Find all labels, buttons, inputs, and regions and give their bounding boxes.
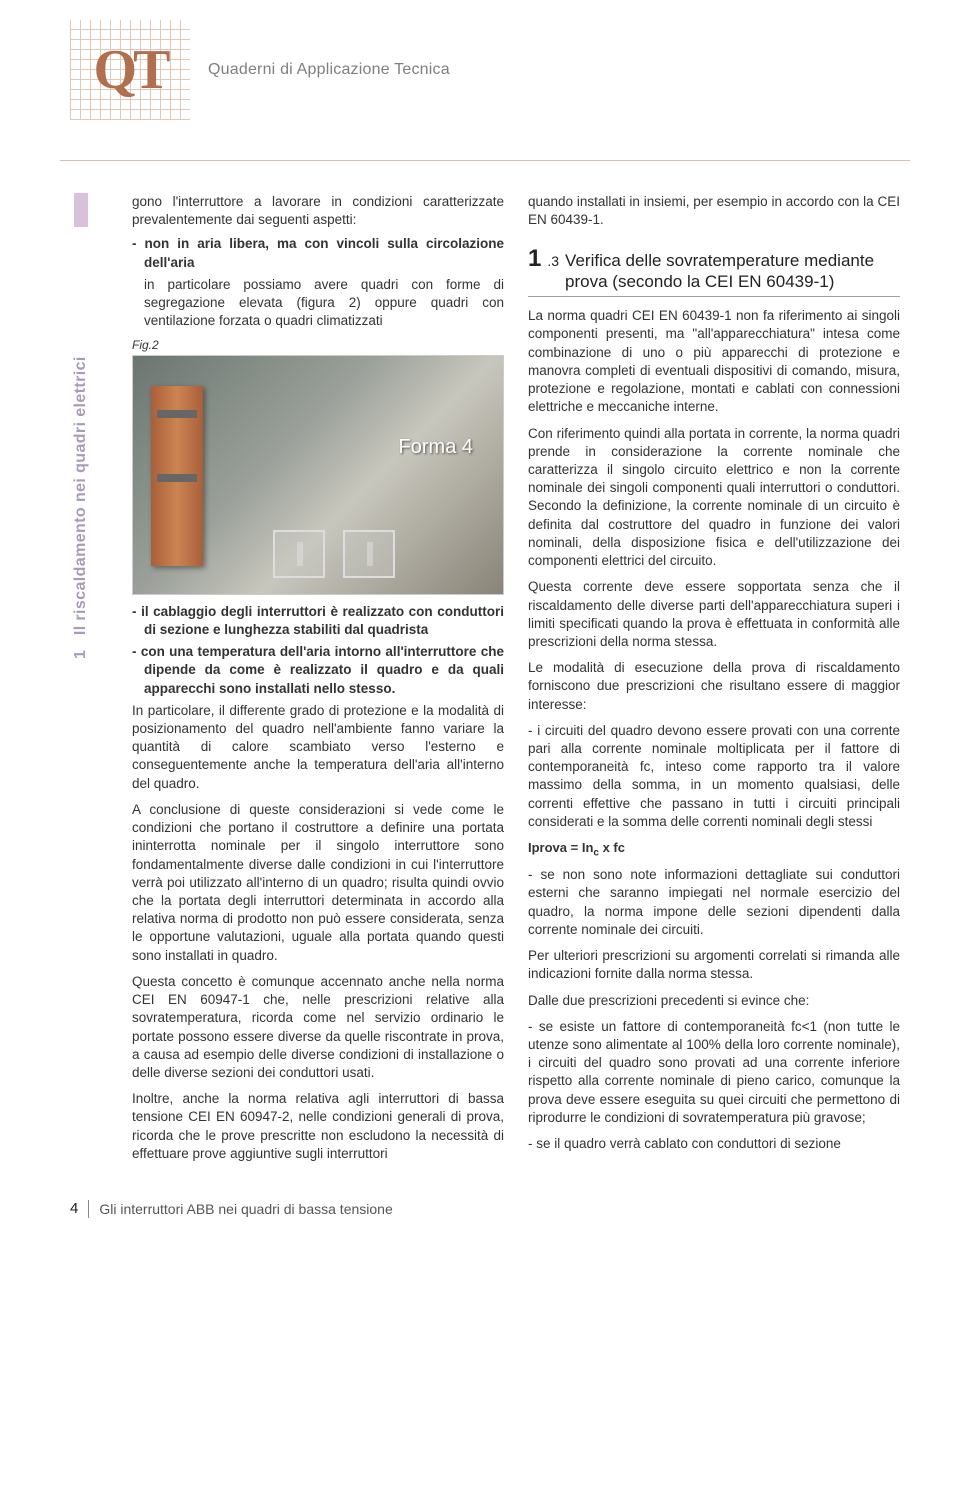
sidebar-chapter-label: 1 Il riscaldamento nei quadri elettrici bbox=[70, 229, 92, 659]
bullet-wiring: - il cablaggio degli interruttori è real… bbox=[132, 603, 504, 639]
footer-divider bbox=[88, 1200, 89, 1218]
section-subnumber: .3 bbox=[547, 252, 559, 271]
section-heading: 1 .3 Verifica delle sovratemperature med… bbox=[528, 243, 900, 297]
figure-busbar bbox=[151, 386, 203, 566]
bullet-air-sub: in particolare possiamo avere quadri con… bbox=[132, 276, 504, 331]
formula-iprova: Iprova = Inc x fc bbox=[528, 839, 900, 860]
para-standard-60947-1: Questa concetto è comunque accennato anc… bbox=[132, 973, 504, 1082]
sidebar-chapter-number: 1 bbox=[72, 650, 89, 659]
logo-letters: QT bbox=[94, 42, 167, 98]
para-continuation: quando installati in insiemi, per esempi… bbox=[528, 193, 900, 229]
para-further-prescriptions: Per ulteriori prescrizioni su argomenti … bbox=[528, 947, 900, 983]
intro-paragraph: gono l'interruttore a lavorare in condiz… bbox=[132, 193, 504, 229]
columns: gono l'interruttore a lavorare in condiz… bbox=[132, 193, 900, 1171]
bullet-temperature: - con una temperatura dell'aria intorno … bbox=[132, 643, 504, 698]
footer: 4 Gli interruttori ABB nei quadri di bas… bbox=[70, 1199, 900, 1219]
header-title: Quaderni di Applicazione Tecnica bbox=[208, 59, 450, 81]
para-current-limits: Questa corrente deve essere sopportata s… bbox=[528, 578, 900, 651]
para-norm-reference: La norma quadri CEI EN 60439-1 non fa ri… bbox=[528, 307, 900, 416]
figure-label: Fig.2 bbox=[132, 337, 504, 353]
section-title: Verifica delle sovratemperature mediante… bbox=[565, 251, 900, 292]
header: QT Quaderni di Applicazione Tecnica bbox=[70, 20, 900, 160]
para-conclusion: A conclusione di queste considerazioni s… bbox=[132, 801, 504, 965]
bullet-fc-factor: - se esiste un fattore di contemporaneit… bbox=[528, 1018, 900, 1127]
sidebar: 1 Il riscaldamento nei quadri elettrici bbox=[70, 193, 100, 1171]
figure-box-1 bbox=[273, 530, 325, 578]
header-rule bbox=[60, 160, 910, 161]
bullet-air: - non in aria libera, ma con vincoli sul… bbox=[132, 235, 504, 271]
right-column: quando installati in insiemi, per esempi… bbox=[528, 193, 900, 1171]
page-number: 4 bbox=[70, 1199, 78, 1219]
para-protection: In particolare, il differente grado di p… bbox=[132, 702, 504, 793]
logo: QT bbox=[70, 20, 190, 120]
sidebar-chapter-title: Il riscaldamento nei quadri elettrici bbox=[72, 356, 89, 635]
para-test-modes: Le modalità di esecuzione della prova di… bbox=[528, 659, 900, 714]
sidebar-accent-block bbox=[74, 193, 88, 227]
para-current-rating: Con riferimento quindi alla portata in c… bbox=[528, 425, 900, 571]
figure-forma4: Forma 4 bbox=[132, 355, 504, 595]
figure-box-2 bbox=[343, 530, 395, 578]
body: 1 Il riscaldamento nei quadri elettrici … bbox=[70, 193, 900, 1171]
left-column: gono l'interruttore a lavorare in condiz… bbox=[132, 193, 504, 1171]
page: QT Quaderni di Applicazione Tecnica 1 Il… bbox=[0, 0, 960, 1249]
para-standard-60947-2: Inoltre, anche la norma relativa agli in… bbox=[132, 1090, 504, 1163]
footer-title: Gli interruttori ABB nei quadri di bassa… bbox=[99, 1200, 392, 1219]
section-number: 1 bbox=[528, 243, 541, 275]
figure-caption: Forma 4 bbox=[399, 434, 473, 461]
bullet-conductor-sections: - se non sono note informazioni dettagli… bbox=[528, 866, 900, 939]
para-deductions: Dalle due prescrizioni precedenti si evi… bbox=[528, 992, 900, 1010]
bullet-cabling: - se il quadro verrà cablato con condutt… bbox=[528, 1135, 900, 1153]
bullet-test-current: - i circuiti del quadro devono essere pr… bbox=[528, 722, 900, 831]
